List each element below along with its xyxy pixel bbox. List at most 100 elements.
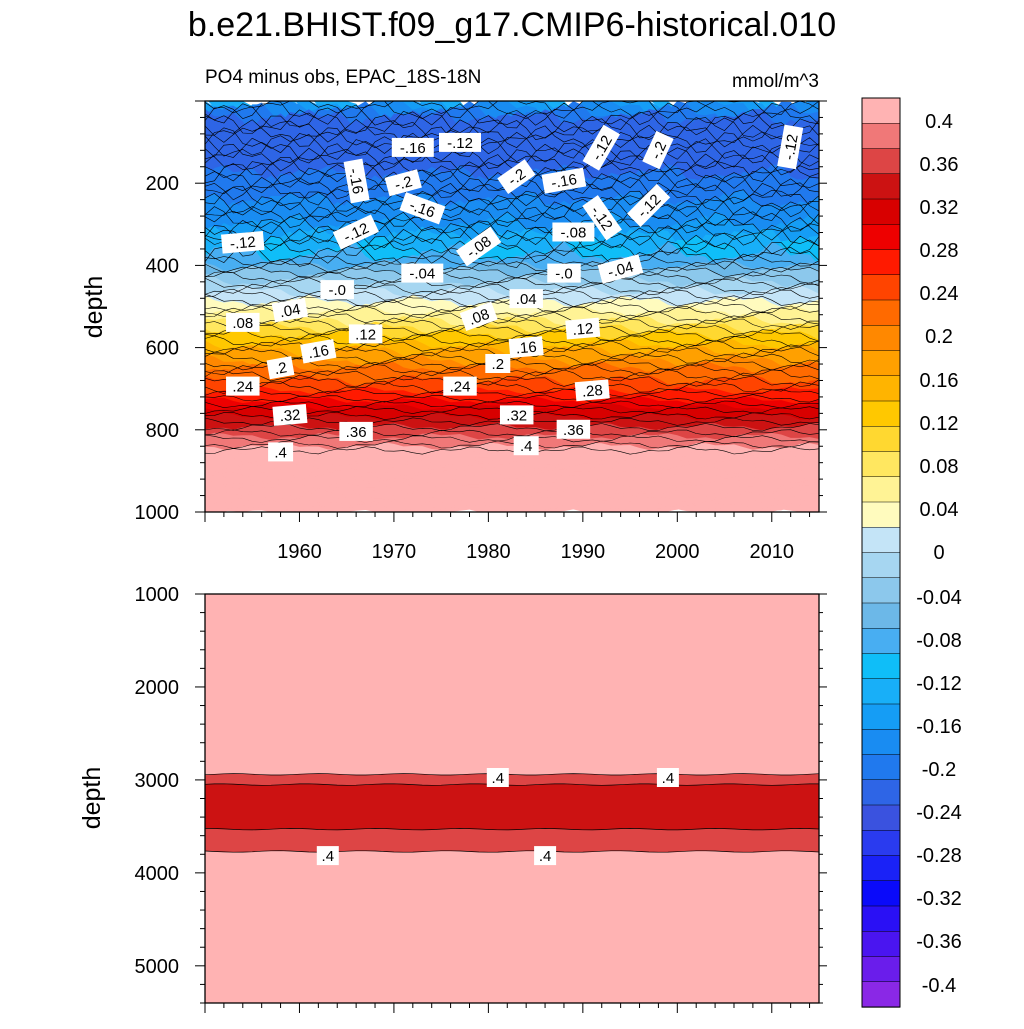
contour-label-bg xyxy=(339,421,373,441)
colorbar-box xyxy=(861,779,901,806)
contour-label: .36 xyxy=(339,421,373,441)
upper-frame xyxy=(204,100,820,513)
contour-band xyxy=(205,462,819,475)
lower-contour-panel xyxy=(205,594,819,1003)
contour-band xyxy=(205,201,819,235)
contour-label-text: -.04 xyxy=(409,266,435,283)
contour-label-text: .04 xyxy=(278,301,301,321)
colorbar-label: -0.16 xyxy=(916,716,962,738)
contour-label-bg xyxy=(343,158,370,204)
colorbar-box xyxy=(861,653,901,680)
contour-band xyxy=(205,488,819,501)
contour-label-text: -.12 xyxy=(447,135,473,152)
colorbar-box xyxy=(861,981,901,1008)
contour-label: -.04 xyxy=(597,254,644,284)
contour-label: -.04 xyxy=(401,263,444,283)
colorbar-box xyxy=(861,855,901,882)
colorbar-frame xyxy=(861,97,901,1008)
colorbar-box xyxy=(861,375,901,402)
contour-label-bg xyxy=(401,263,444,283)
contour-label-bg xyxy=(226,312,260,332)
contour-line xyxy=(205,195,819,223)
colorbar-label: 0 xyxy=(933,542,944,564)
contour-label-bg xyxy=(266,356,295,380)
contour-label-text: -.0 xyxy=(555,266,573,283)
y-tick-label: 1000 xyxy=(135,584,180,606)
colorbar-label: -0.36 xyxy=(916,931,962,953)
contour-label-text: .08 xyxy=(466,306,491,329)
contour-label-bg xyxy=(226,376,260,396)
contour-line xyxy=(205,101,819,126)
colorbar-label: -0.04 xyxy=(916,587,962,609)
contour-label-bg xyxy=(455,226,502,267)
colorbar-label: -0.2 xyxy=(922,759,956,781)
contour-band xyxy=(205,491,819,504)
contour-band xyxy=(205,471,819,485)
chart-title: b.e21.BHIST.f09_g17.CMIP6-historical.010 xyxy=(188,6,836,44)
contour-band xyxy=(205,828,819,853)
contour-label-bg xyxy=(384,169,422,197)
contour-label: .36 xyxy=(556,419,591,439)
contour-label: -.2 xyxy=(497,159,536,194)
colorbar-box xyxy=(861,577,901,604)
colorbar-box xyxy=(861,224,901,251)
contour-label-text: .16 xyxy=(307,342,330,362)
colorbar-box xyxy=(861,148,901,175)
contour-label-bg xyxy=(320,280,354,300)
x-tick-label: 2010 xyxy=(750,541,795,563)
contour-line xyxy=(205,147,819,178)
contour-band xyxy=(205,357,819,375)
contour-label: .28 xyxy=(574,379,610,402)
colorbar-label: 0.12 xyxy=(920,413,959,435)
contour-label-text: .24 xyxy=(450,379,471,396)
contour-label: -.0 xyxy=(320,280,354,300)
x-tick-label: 1990 xyxy=(561,541,606,563)
contour-label: .16 xyxy=(300,338,337,364)
colorbar-label: 0.28 xyxy=(920,240,959,262)
colorbar-label: 0.2 xyxy=(925,326,953,348)
contour-label-text: .12 xyxy=(572,320,594,339)
contour-label: .08 xyxy=(226,312,260,332)
contour-label-bg xyxy=(485,354,511,373)
contour-label: -.16 xyxy=(541,167,587,194)
y-tick-label: 200 xyxy=(146,173,179,195)
contour-label-bg xyxy=(268,442,294,462)
colorbar-label: 0.36 xyxy=(920,154,959,176)
contour-line xyxy=(205,189,819,218)
contour-label-bg xyxy=(271,297,309,323)
contour-line xyxy=(205,109,819,136)
contour-band xyxy=(205,265,819,283)
contour-band xyxy=(205,481,819,494)
colorbar-box xyxy=(861,602,901,629)
colorbar-label: 0.4 xyxy=(925,111,953,133)
contour-band xyxy=(205,263,819,280)
contour-label-text: -.12 xyxy=(229,234,256,253)
y-tick-label: 400 xyxy=(146,255,179,277)
contour-label: .4 xyxy=(534,846,557,866)
contour-line xyxy=(205,265,819,279)
colorbar-box xyxy=(861,249,901,276)
contour-line xyxy=(205,270,819,285)
colorbar-box xyxy=(861,97,901,124)
colorbar-box xyxy=(861,628,901,655)
contour-band xyxy=(205,311,819,329)
contour-line xyxy=(205,228,819,257)
contour-label-text: .2 xyxy=(492,356,505,373)
colorbar-label: 0.08 xyxy=(920,456,959,478)
contour-label-bg xyxy=(399,192,446,225)
contour-label-text: .4 xyxy=(492,770,505,787)
contour-label: .32 xyxy=(499,405,534,425)
colorbar-box xyxy=(861,198,901,225)
contour-label-text: .36 xyxy=(563,422,584,439)
x-tick-label: 2000 xyxy=(655,541,700,563)
colorbar-box xyxy=(861,350,901,377)
contour-label: -.2 xyxy=(642,130,674,170)
contour-band xyxy=(205,449,819,462)
contour-line xyxy=(205,182,819,212)
contour-line xyxy=(205,446,819,455)
lower-y-axis-label: depth xyxy=(78,767,106,830)
colorbar-box xyxy=(861,830,901,857)
contour-label: .4 xyxy=(268,442,294,462)
contour-label-bg xyxy=(439,132,481,152)
colorbar-label: 0.04 xyxy=(920,499,959,521)
